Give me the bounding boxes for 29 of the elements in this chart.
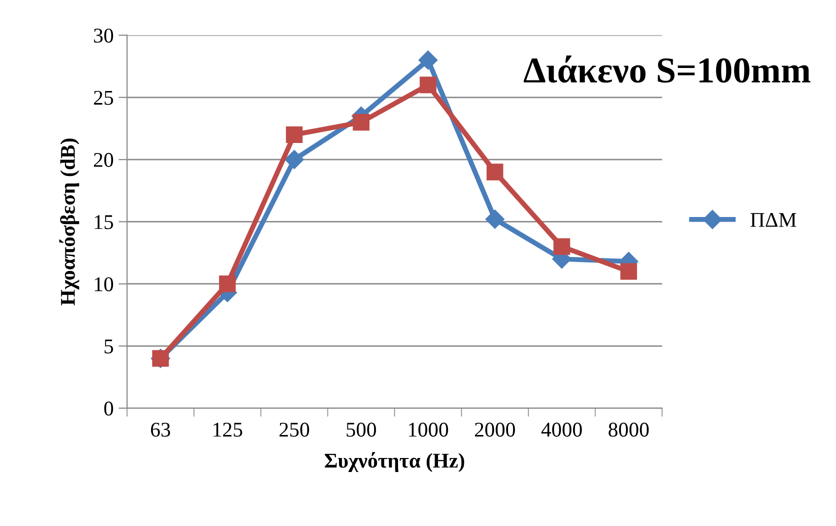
- legend-label: ΠΔΜ: [750, 213, 796, 227]
- x-tick-label: 1000: [409, 422, 448, 437]
- y-tick-label: 15: [94, 215, 114, 230]
- point: [284, 150, 304, 170]
- x-tick-label: 4000: [541, 422, 582, 437]
- point: [620, 263, 638, 280]
- point: [286, 126, 303, 144]
- point: [418, 50, 438, 70]
- y-tick-label: 5: [104, 340, 114, 354]
- point: [486, 164, 504, 180]
- y-tick-label: 30: [94, 28, 114, 43]
- x-tick-label: 250: [280, 422, 310, 437]
- x-tick-label: 63: [150, 422, 170, 437]
- x-tick-label: 500: [346, 422, 376, 437]
- x-tick-label: 2000: [474, 422, 515, 437]
- point: [352, 114, 370, 131]
- point: [420, 76, 436, 94]
- y-tick-label: 20: [94, 152, 114, 167]
- x-tick-label: 8000: [608, 422, 649, 437]
- y-tick-label: 0: [104, 402, 114, 416]
- y-tick-label: 10: [94, 277, 114, 292]
- x-axis-title: Συχνότητα (Hz): [324, 452, 464, 472]
- y-axis-title: Ηχοαπόσβεση (dB): [59, 138, 80, 306]
- chart-title: Διάκενο S=100mm: [524, 55, 810, 83]
- point: [553, 238, 570, 255]
- y-tick-label: 25: [94, 90, 114, 105]
- point: [219, 276, 236, 292]
- x-tick-label: 125: [214, 422, 242, 437]
- point: [485, 210, 504, 229]
